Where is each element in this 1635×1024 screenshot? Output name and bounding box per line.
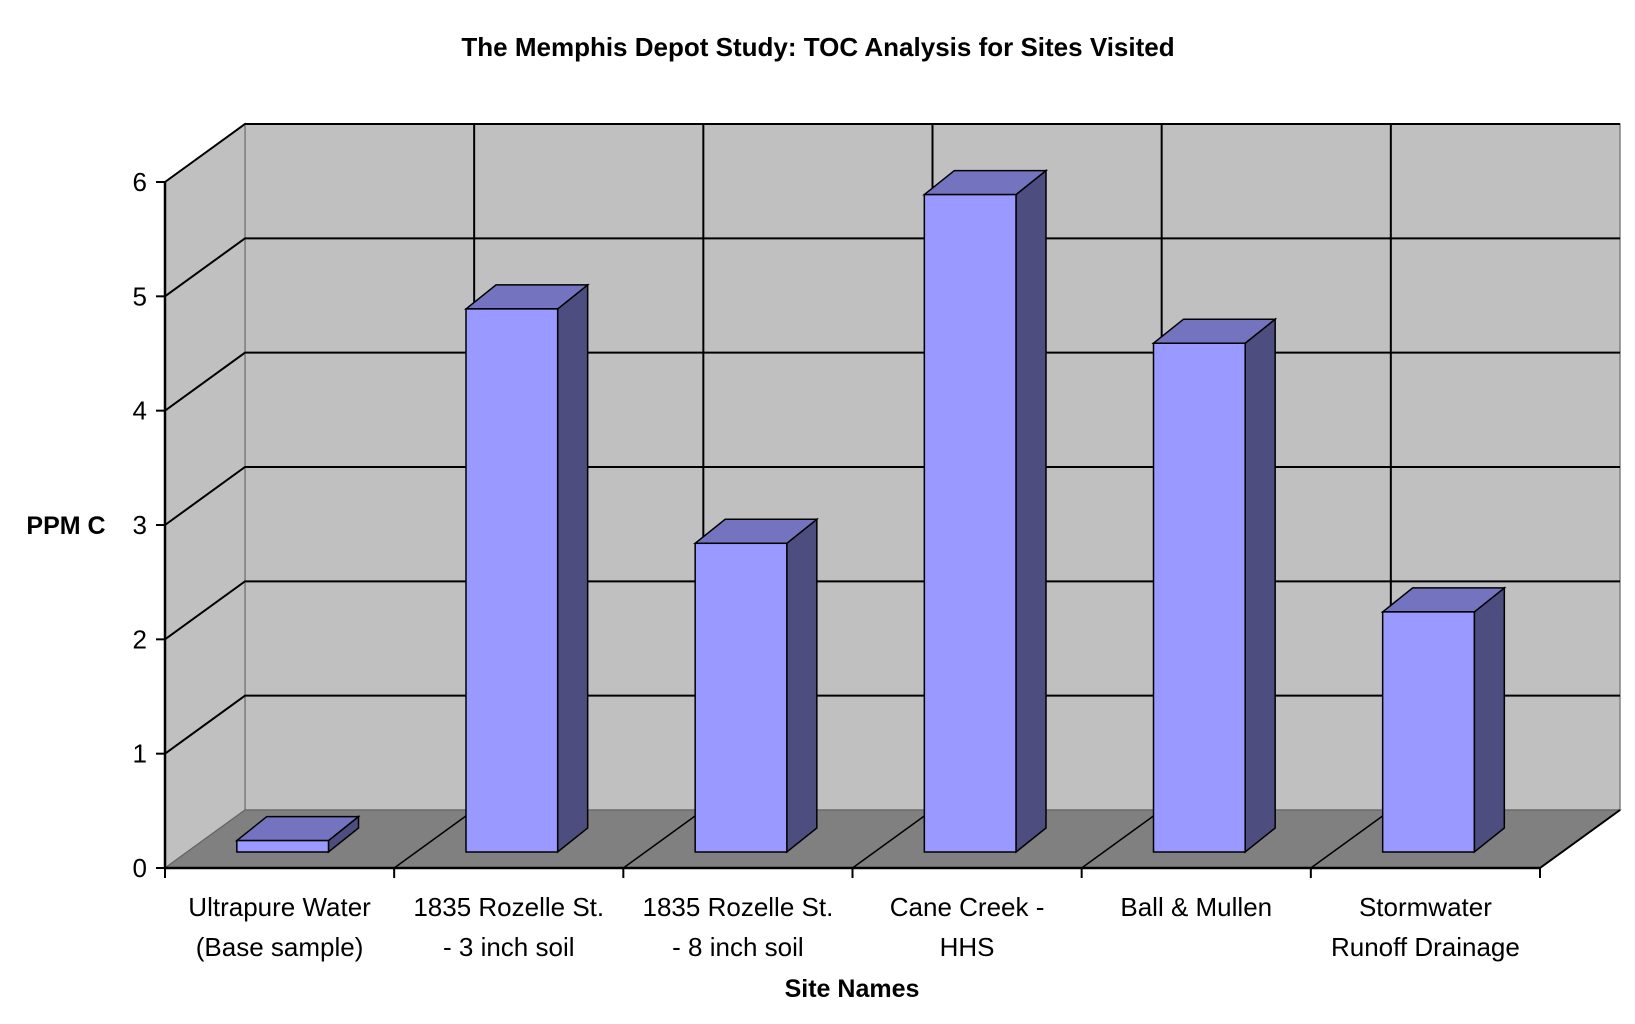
bar [693, 517, 819, 854]
bar [1151, 317, 1278, 854]
x-category-label: Ultrapure Water (Base sample) [188, 892, 371, 962]
axes [156, 181, 1621, 878]
floor-division [622, 809, 704, 869]
floor-division [1081, 809, 1163, 869]
y-tick-label: 6 [133, 167, 147, 197]
y-tick-label: 3 [133, 510, 147, 540]
bar-side [1015, 169, 1047, 854]
bar [234, 815, 361, 854]
floor-division [393, 809, 475, 869]
floor-division [852, 809, 933, 869]
y-tick-label: 4 [133, 396, 147, 426]
bar-front [1381, 611, 1476, 853]
bar-front [1152, 342, 1246, 853]
x-category-label: 1835 Rozelle St. - 3 inch soil [413, 892, 604, 962]
floor-division [1310, 809, 1392, 869]
bar-side [556, 283, 589, 854]
y-tick-label: 1 [133, 739, 147, 769]
bar-side [1473, 586, 1506, 854]
y-axis-title: PPM C [26, 512, 105, 540]
floor-edge [1539, 809, 1621, 869]
y-tick-labels: 0 1 2 3 4 5 6 [133, 167, 147, 883]
x-category-label: Cane Creek -HHS [890, 892, 1045, 962]
y-tick-label: 0 [133, 853, 147, 883]
chart-title: The Memphis Depot Study: TOC Analysis fo… [461, 32, 1174, 62]
x-axis-title: Site Names [785, 975, 920, 1003]
bar-front [923, 193, 1017, 853]
bar-front [465, 308, 559, 853]
bar [922, 169, 1049, 854]
bar-front [694, 542, 788, 853]
bar-side [786, 517, 818, 854]
bar [1380, 586, 1507, 854]
bars [234, 169, 1507, 854]
x-category-label: Stormwater Runoff Drainage [1331, 892, 1520, 962]
bar-side [1244, 317, 1276, 854]
bar [463, 283, 590, 854]
x-category-label: 1835 Rozelle St. - 8 inch soil [643, 892, 834, 962]
bar-front [236, 839, 330, 853]
y-tick-label: 2 [133, 624, 147, 654]
x-category-label: Ball & Mullen [1120, 892, 1272, 922]
y-tick-label: 5 [133, 281, 147, 311]
x-category-labels: Ultrapure Water (Base sample) 1835 Rozelle… [188, 892, 1520, 962]
